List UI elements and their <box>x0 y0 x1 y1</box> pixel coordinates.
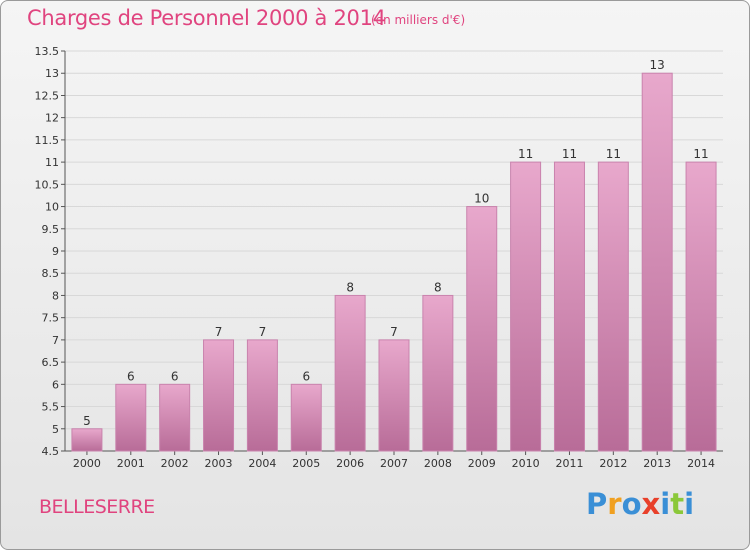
unit-note: (en milliers d'€) <box>371 13 466 27</box>
y-tick-label: 5.5 <box>42 401 60 414</box>
x-tick-label-2014: 2014 <box>687 457 715 470</box>
bar-2001 <box>115 383 147 452</box>
x-tick-label-2011: 2011 <box>555 457 583 470</box>
logo-letter: i <box>684 487 695 521</box>
value-label-2010: 11 <box>518 147 533 161</box>
bar-2010 <box>510 161 542 452</box>
value-label-2009: 10 <box>474 192 489 206</box>
bar-2003 <box>203 339 235 452</box>
y-tick-label: 6 <box>52 378 59 391</box>
y-tick-label: 12 <box>45 112 59 125</box>
x-tick-label-2010: 2010 <box>512 457 540 470</box>
value-label-2001: 6 <box>127 369 135 383</box>
bar-2000 <box>71 428 103 452</box>
bar-2002 <box>159 383 191 452</box>
value-label-2012: 11 <box>606 147 621 161</box>
bar-2007 <box>378 339 410 452</box>
bar-2004 <box>246 339 278 452</box>
value-label-2002: 6 <box>171 369 179 383</box>
x-tick-label-2012: 2012 <box>599 457 627 470</box>
value-label-2000: 5 <box>83 414 91 428</box>
bar-2006 <box>334 294 366 452</box>
bar-2012 <box>597 161 629 452</box>
value-label-2004: 7 <box>259 325 267 339</box>
y-tick-label: 10.5 <box>35 178 60 191</box>
bars <box>71 72 717 452</box>
proxiti-logo[interactable]: Proxiti <box>586 487 694 521</box>
y-tick-label: 12.5 <box>35 89 60 102</box>
x-tick-label-2003: 2003 <box>205 457 233 470</box>
value-label-2008: 8 <box>434 280 442 294</box>
y-tick-label: 13 <box>45 67 59 80</box>
bar-2008 <box>422 294 454 452</box>
x-tick-label-2004: 2004 <box>248 457 276 470</box>
value-label-2005: 6 <box>302 369 310 383</box>
x-tick-label-2000: 2000 <box>73 457 101 470</box>
value-label-2014: 11 <box>693 147 708 161</box>
x-tick-label-2013: 2013 <box>643 457 671 470</box>
x-tick-label-2009: 2009 <box>468 457 496 470</box>
logo-letter: r <box>607 487 622 521</box>
y-tick-label: 8 <box>52 289 59 302</box>
value-label-2007: 7 <box>390 325 398 339</box>
commune-name: BELLESERRE <box>39 496 155 518</box>
x-tick-label-2001: 2001 <box>117 457 145 470</box>
x-tick-label-2008: 2008 <box>424 457 452 470</box>
logo-letter: o <box>621 487 642 521</box>
logo-letter: i <box>660 487 671 521</box>
value-label-2011: 11 <box>562 147 577 161</box>
bar-2014 <box>685 161 717 452</box>
x-tick-label-2005: 2005 <box>292 457 320 470</box>
logo-letter: t <box>670 487 685 521</box>
y-tick-label: 8.5 <box>42 267 60 280</box>
bar-2011 <box>553 161 585 452</box>
y-tick-label: 10 <box>45 201 59 214</box>
value-label-2003: 7 <box>215 325 223 339</box>
y-tick-label: 6.5 <box>42 356 60 369</box>
bar-2013 <box>641 72 673 452</box>
x-tick-label-2006: 2006 <box>336 457 364 470</box>
bar-2009 <box>466 206 498 452</box>
logo-letter: P <box>586 487 608 521</box>
y-tick-label: 13.5 <box>35 45 60 58</box>
y-tick-label: 9 <box>52 245 59 258</box>
bar-2005 <box>290 383 322 452</box>
chart-title: Charges de Personnel 2000 à 2014 <box>27 6 386 30</box>
y-tick-label: 7 <box>52 334 59 347</box>
y-tick-label: 4.5 <box>42 445 60 458</box>
y-tick-label: 7.5 <box>42 312 60 325</box>
logo-letter: x <box>641 487 661 521</box>
value-label-2013: 13 <box>650 58 665 72</box>
y-tick-label: 11 <box>45 156 59 169</box>
value-label-2006: 8 <box>346 280 354 294</box>
y-tick-label: 9.5 <box>42 223 60 236</box>
y-tick-label: 11.5 <box>35 134 60 147</box>
labels: 4.5 5 5.5 6 6.5 7 7.5 8 8.5 9 9.5 10 10.5 11 11.5 12 12.… <box>35 45 716 470</box>
x-tick-label-2002: 2002 <box>161 457 189 470</box>
x-tick-label-2007: 2007 <box>380 457 408 470</box>
y-tick-label: 5 <box>52 423 59 436</box>
